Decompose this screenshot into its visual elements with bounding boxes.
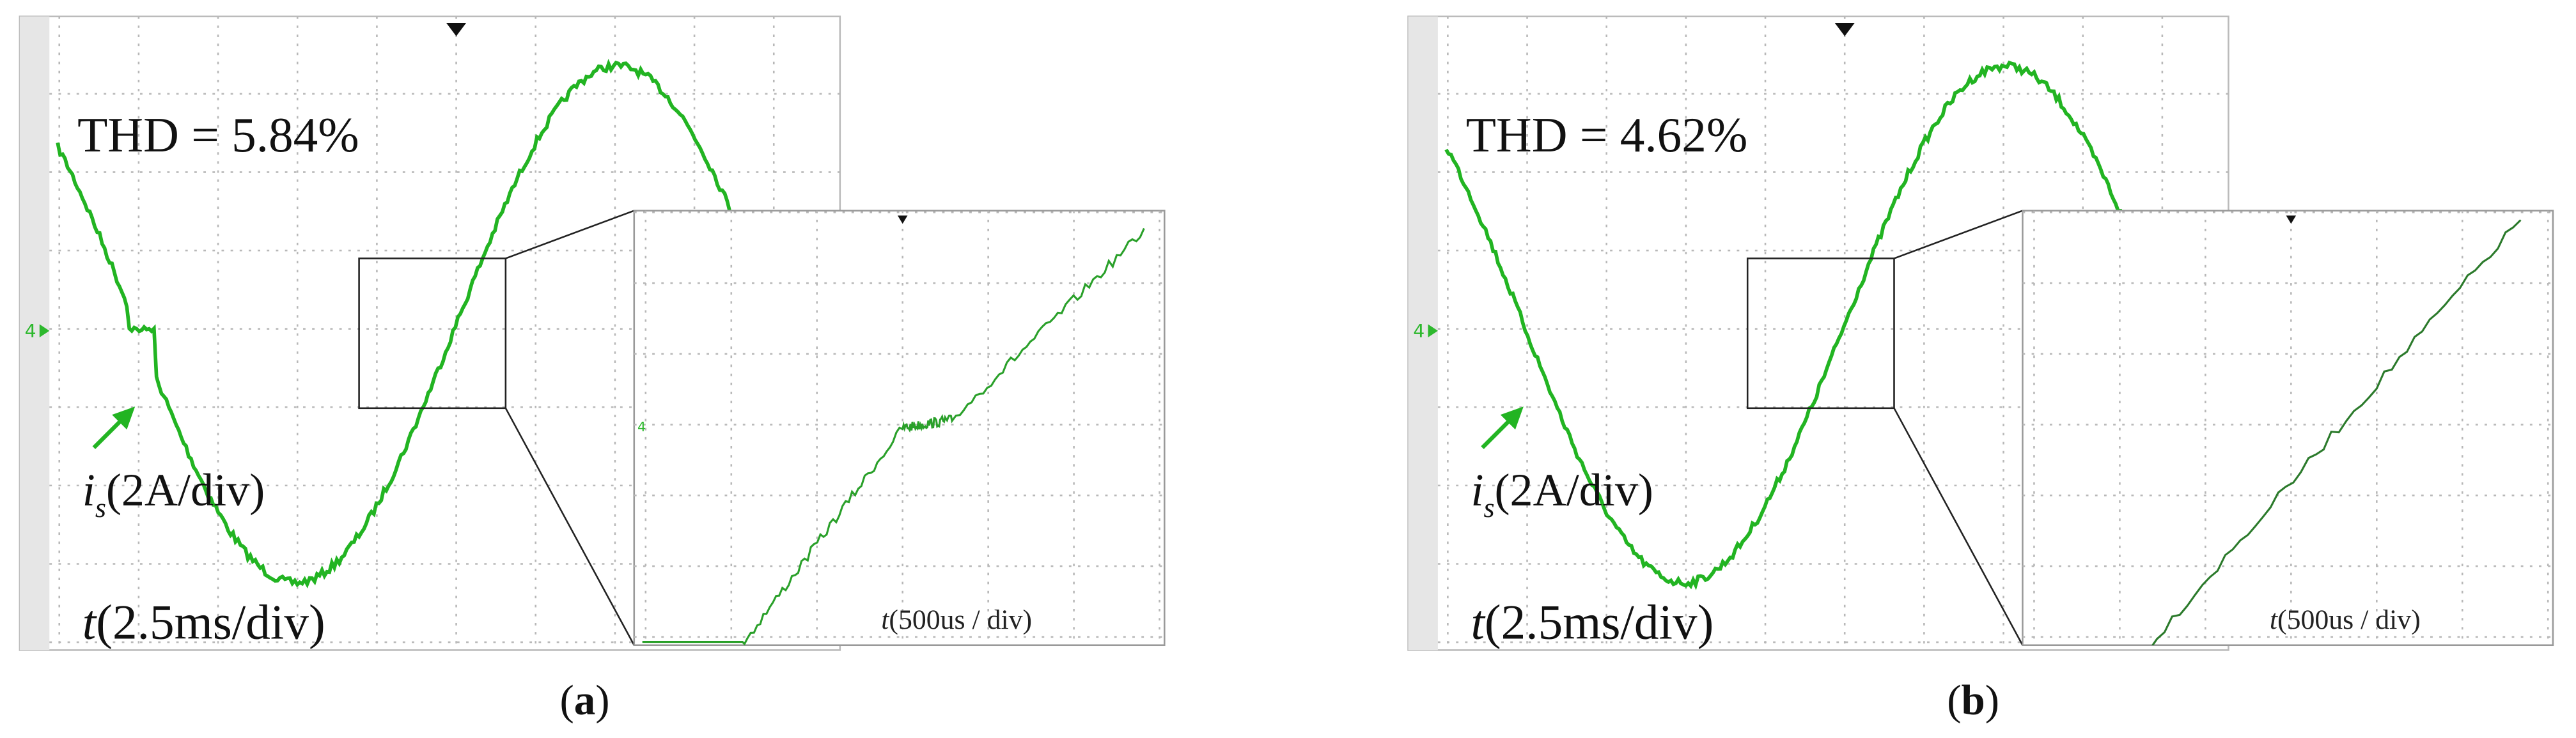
scale: (2.5ms/div) (96, 594, 325, 649)
scale: (2.5ms/div) (1485, 594, 1713, 649)
zoom-waveform (2151, 219, 2522, 645)
zoom-screen (2022, 210, 2554, 647)
label-arrow (1481, 416, 1514, 449)
symbol: t (2270, 604, 2279, 635)
symbol: t (82, 594, 98, 649)
zoom-line (1893, 408, 2024, 646)
subscript: s (1483, 493, 1494, 523)
channel-arrow (39, 324, 50, 338)
channel-arrow (1428, 324, 1438, 338)
caption-part: ) (1985, 677, 1999, 724)
current-label: is(2A/div) (1471, 465, 1653, 523)
label-arrow-head (112, 406, 136, 430)
panel: 4t(500us / div)THD = 4.62%is(2A/div)t(2.… (1407, 15, 2554, 724)
waveform (56, 58, 759, 588)
time-label: t(2.5ms/div) (1471, 594, 1713, 649)
caption-part: ) (595, 677, 609, 724)
symbol: i (82, 465, 95, 516)
thd-label: THD = 5.84% (77, 107, 359, 162)
caption: (b) (1947, 677, 1999, 724)
caption-part: a (574, 677, 595, 724)
caption-part: ( (1947, 677, 1961, 724)
zoom-line (1894, 210, 2023, 259)
trigger-marker (2286, 215, 2297, 224)
zoom-time-label: t(500us / div) (881, 604, 1032, 635)
zoom-time-label: t(500us / div) (2270, 604, 2421, 635)
waveform (1444, 60, 2147, 590)
label-arrow (92, 416, 125, 449)
scale: (2A/div) (106, 465, 265, 516)
caption-part: ( (559, 677, 574, 724)
zoom-waveform (642, 227, 1145, 645)
time-label: t(2.5ms/div) (82, 594, 325, 649)
zoom-box (358, 258, 507, 410)
scale: (500us / div) (2277, 604, 2421, 635)
channel-marker: 4 (1413, 321, 1425, 342)
channel-marker: 4 (25, 321, 36, 342)
trigger-marker (446, 23, 467, 36)
label-arrow-head (1500, 406, 1524, 430)
zoom-line (504, 408, 635, 646)
trigger-marker (897, 215, 908, 224)
panel: 44t(500us / div)THD = 5.84%is(2A/div)t(2… (19, 15, 1166, 724)
current-label: is(2A/div) (82, 465, 265, 523)
subscript: s (95, 493, 106, 523)
zoom-box (1746, 258, 1895, 410)
symbol: t (1471, 594, 1486, 649)
trigger-marker (1834, 23, 1855, 36)
symbol: t (881, 604, 890, 635)
thd-label: THD = 4.62% (1466, 107, 1748, 162)
scale: (500us / div) (889, 604, 1032, 635)
symbol: i (1471, 465, 1483, 516)
caption-part: b (1962, 677, 1985, 724)
caption: (a) (559, 677, 609, 724)
channel-marker: 4 (637, 419, 646, 434)
zoom-line (505, 210, 635, 259)
scale: (2A/div) (1495, 465, 1653, 516)
